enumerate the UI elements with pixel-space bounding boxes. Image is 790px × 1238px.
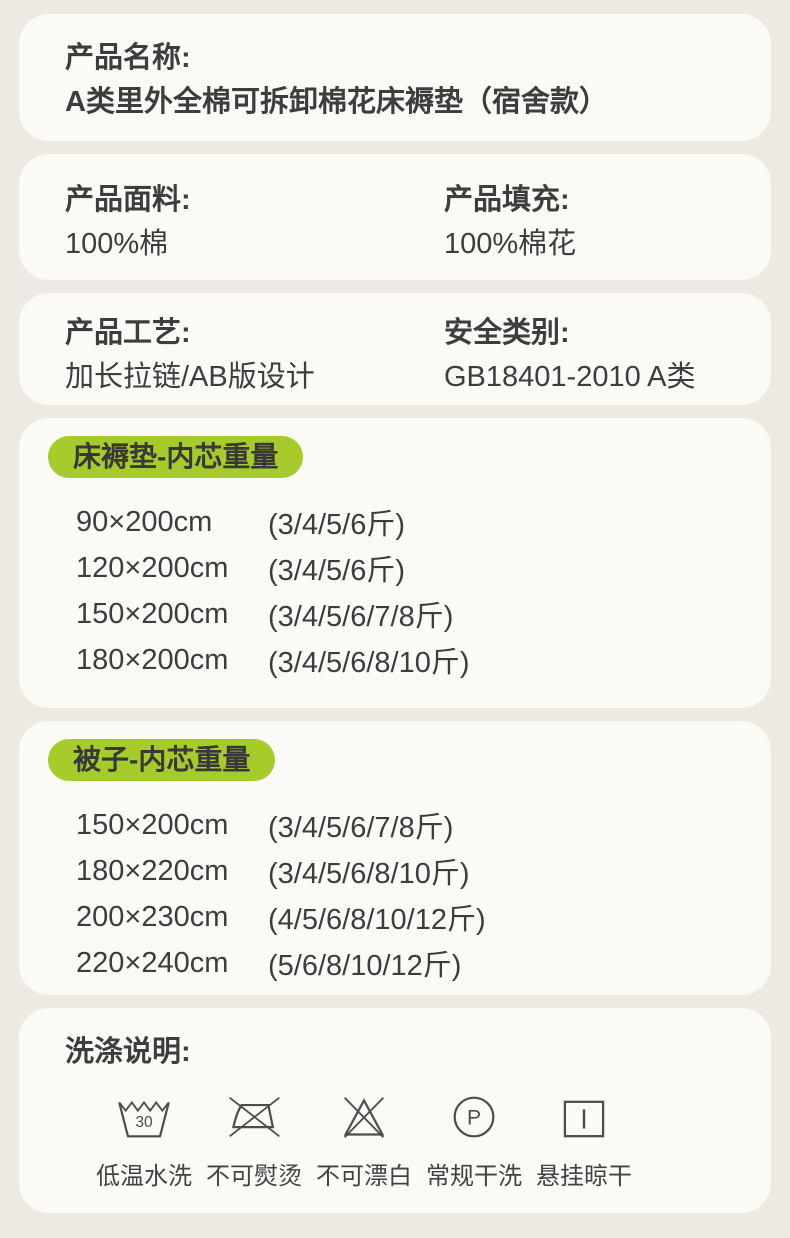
table-row: 120×200cm (3/4/5/6斤) [76,545,771,591]
quilt-weight-card: 被子-内芯重量 150×200cm (3/4/5/6/7/8斤) 180×220… [19,721,771,995]
product-name-value: A类里外全棉可拆卸棉花床褥垫（宿舍款） [65,86,608,118]
wash-item-no-iron: 不可熨烫 [206,1094,302,1191]
fabric-spec: 产品面料: 100%棉 [65,178,444,280]
quilt-weight-badge: 被子-内芯重量 [48,739,276,781]
size-cell: 180×220cm [76,854,229,887]
table-row: 180×200cm (3/4/5/6/8/10斤) [76,637,771,683]
table-row: 150×200cm (3/4/5/6/7/8斤) [76,802,771,848]
product-name-card: 产品名称: A类里外全棉可拆卸棉花床褥垫（宿舍款） [19,14,771,141]
mattress-weight-list: 90×200cm (3/4/5/6斤) 120×200cm (3/4/5/6斤)… [76,499,771,683]
wash-item-label: 常规干洗 [426,1163,522,1190]
size-cell: 150×200cm [76,808,229,841]
safety-spec: 安全类别: GB18401-2010 A类 [444,311,725,405]
weight-cell: (3/4/5/6/8/10斤) [268,647,470,679]
weight-cell: (3/4/5/6/7/8斤) [268,601,454,633]
product-name-label: 产品名称: [65,42,191,74]
fabric-fill-card: 产品面料: 100%棉 产品填充: 100%棉花 [19,154,771,280]
wash-item-label: 不可熨烫 [206,1163,302,1190]
craft-safety-card: 产品工艺: 加长拉链/AB版设计 安全类别: GB18401-2010 A类 [19,293,771,405]
no-bleach-icon [339,1094,389,1140]
size-cell: 200×230cm [76,900,229,933]
dry-clean-letter: P [467,1106,481,1129]
mattress-weight-card: 床褥垫-内芯重量 90×200cm (3/4/5/6斤) 120×200cm (… [19,418,771,708]
wash-item-dry-clean: P 常规干洗 [426,1094,522,1191]
washing-card: 洗涤说明: 30 低温水洗 [19,1008,771,1213]
table-row: 200×230cm (4/5/6/8/10/12斤) [76,894,771,940]
fabric-value: 100%棉 [65,228,169,260]
table-row: 150×200cm (3/4/5/6/7/8斤) [76,591,771,637]
weight-cell: (3/4/5/6斤) [268,509,405,541]
craft-value: 加长拉链/AB版设计 [65,361,315,393]
wash-30-icon: 30 [114,1094,174,1140]
size-cell: 120×200cm [76,551,229,584]
safety-label: 安全类别: [444,317,570,349]
table-row: 90×200cm (3/4/5/6斤) [76,499,771,545]
no-iron-icon [226,1094,283,1140]
wash-item-hang-dry: 悬挂晾干 [536,1094,632,1191]
dry-clean-icon: P [451,1094,497,1140]
wash-item-label: 悬挂晾干 [536,1163,632,1190]
size-cell: 220×240cm [76,946,229,979]
size-cell: 150×200cm [76,597,229,630]
size-cell: 90×200cm [76,505,213,538]
fill-label: 产品填充: [444,184,570,216]
weight-cell: (3/4/5/6/8/10斤) [268,858,470,890]
table-row: 180×220cm (3/4/5/6/8/10斤) [76,848,771,894]
safety-value: GB18401-2010 A类 [444,361,696,393]
table-row: 220×240cm (5/6/8/10/12斤) [76,940,771,986]
craft-label: 产品工艺: [65,317,191,349]
mattress-weight-badge: 床褥垫-内芯重量 [48,436,304,478]
weight-cell: (5/6/8/10/12斤) [268,950,462,982]
craft-spec: 产品工艺: 加长拉链/AB版设计 [65,311,444,405]
wash-item-label: 低温水洗 [96,1163,192,1190]
hang-dry-icon [561,1094,607,1140]
washing-title: 洗涤说明: [65,1036,191,1068]
weight-cell: (3/4/5/6/7/8斤) [268,812,454,844]
size-cell: 180×200cm [76,643,229,676]
wash-temp-text: 30 [135,1114,153,1131]
quilt-weight-list: 150×200cm (3/4/5/6/7/8斤) 180×220cm (3/4/… [76,802,771,986]
wash-item-label: 不可漂白 [316,1163,412,1190]
fill-value: 100%棉花 [444,228,577,260]
wash-item-no-bleach: 不可漂白 [316,1094,412,1191]
fill-spec: 产品填充: 100%棉花 [444,178,725,280]
fabric-label: 产品面料: [65,184,191,216]
weight-cell: (4/5/6/8/10/12斤) [268,904,486,936]
washing-symbols-row: 30 低温水洗 不可熨烫 [96,1094,771,1191]
weight-cell: (3/4/5/6斤) [268,555,405,587]
wash-item-low-temp: 30 低温水洗 [96,1094,192,1191]
